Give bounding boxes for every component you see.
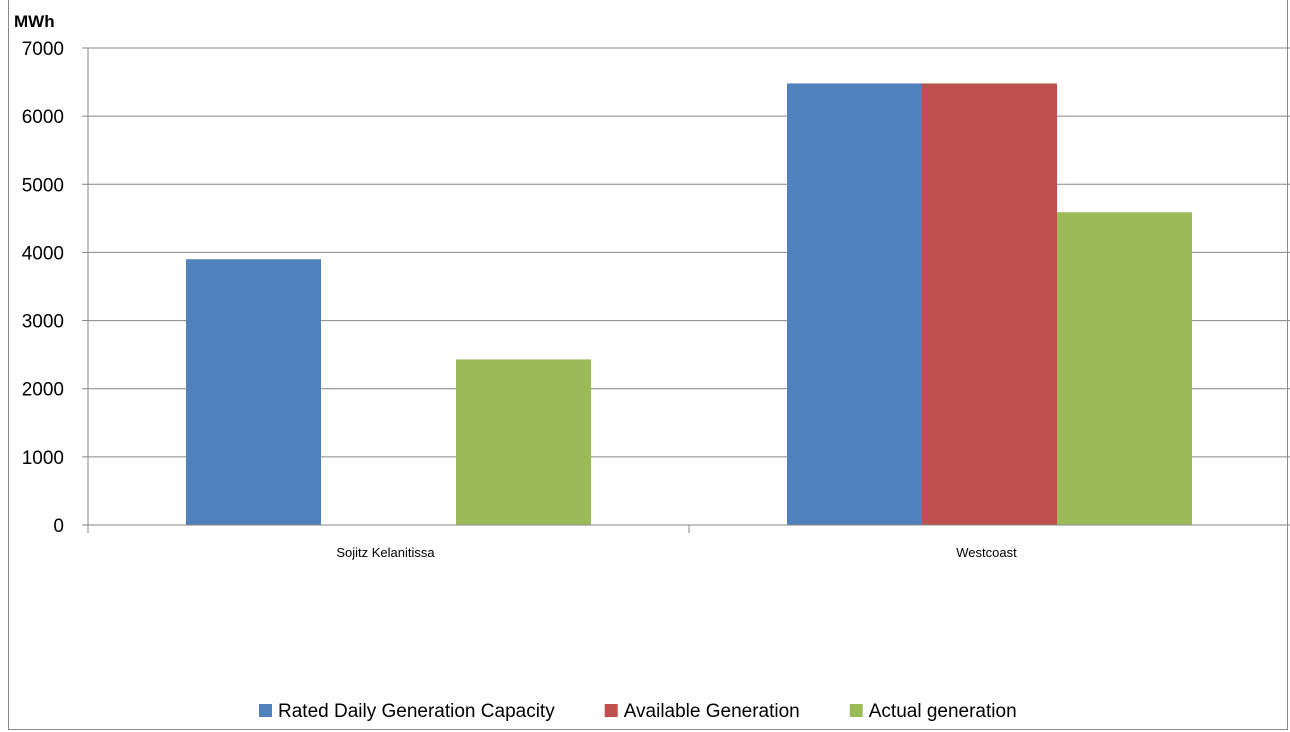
legend-swatch	[604, 704, 618, 717]
y-tick-label: 2000	[22, 380, 64, 401]
y-tick-label: 1000	[22, 448, 64, 469]
y-tick-label: 5000	[22, 175, 64, 196]
y-axis-label: MWh	[14, 12, 55, 31]
x-tick-label: Sojitz Kelanitissa	[336, 545, 435, 560]
bar	[1057, 212, 1192, 525]
axes	[82, 47, 1290, 533]
bar	[186, 259, 321, 525]
bar	[922, 83, 1057, 525]
y-tick-label: 6000	[22, 107, 64, 128]
y-tick-label: 0	[53, 516, 64, 537]
bars	[186, 83, 1192, 525]
y-tick-labels: 0 1000 2000 3000 4000 5000 6000 7000	[22, 39, 64, 537]
y-tick-label: 4000	[22, 243, 64, 264]
chart-frame	[8, 0, 1288, 730]
y-tick-label: 3000	[22, 312, 64, 333]
bar	[787, 83, 922, 525]
y-tick-label: 7000	[22, 39, 64, 60]
bar	[456, 359, 591, 525]
x-tick-labels: Sojitz Kelanitissa Westcoast	[336, 545, 1017, 560]
legend-label: Rated Daily Generation Capacity	[278, 701, 555, 722]
legend-swatch	[259, 704, 272, 717]
legend-swatch	[849, 704, 863, 717]
legend: Rated Daily Generation Capacity Available…	[259, 701, 1017, 722]
x-tick-label: Westcoast	[956, 545, 1017, 560]
legend-label: Actual generation	[869, 701, 1017, 722]
legend-label: Available Generation	[624, 701, 800, 722]
